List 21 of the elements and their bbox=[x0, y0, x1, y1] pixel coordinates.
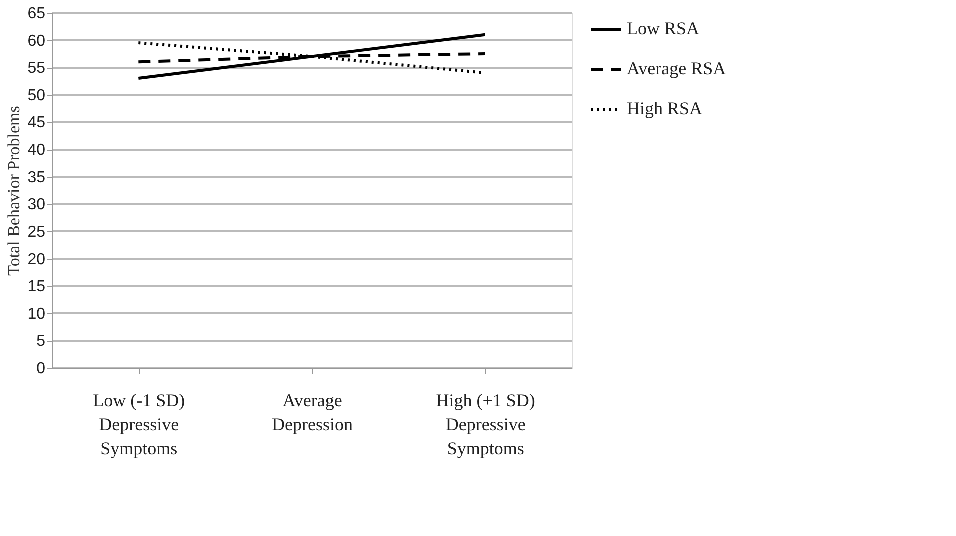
y-tick-label: 10 bbox=[28, 306, 46, 323]
legend-label: Average RSA bbox=[627, 58, 726, 78]
y-tick-label: 35 bbox=[28, 169, 46, 186]
x-tick-label: Low (-1 SD) Depressive Symptoms bbox=[93, 390, 186, 458]
y-tick-label: 0 bbox=[36, 360, 46, 378]
y-tick-label: 50 bbox=[28, 87, 46, 104]
y-tick-label: 60 bbox=[28, 32, 46, 50]
y-tick-label: 25 bbox=[28, 224, 46, 241]
y-tick-label: 20 bbox=[28, 251, 46, 268]
y-tick-label: 45 bbox=[28, 114, 46, 132]
x-tick-label: High (+1 SD) Depressive Symptoms bbox=[436, 390, 536, 458]
x-tick-label: Average Depression bbox=[272, 390, 353, 434]
legend-label: Low RSA bbox=[627, 18, 700, 38]
y-tick-label: 15 bbox=[28, 278, 46, 296]
y-tick-label: 40 bbox=[28, 142, 46, 160]
legend-label: High RSA bbox=[627, 98, 703, 118]
y-tick-label: 55 bbox=[28, 60, 46, 78]
y-axis-title: Total Behavior Problems bbox=[4, 106, 24, 276]
y-tick-label: 5 bbox=[36, 333, 46, 350]
y-tick-label: 65 bbox=[28, 6, 46, 22]
y-tick-label: 30 bbox=[28, 196, 46, 214]
